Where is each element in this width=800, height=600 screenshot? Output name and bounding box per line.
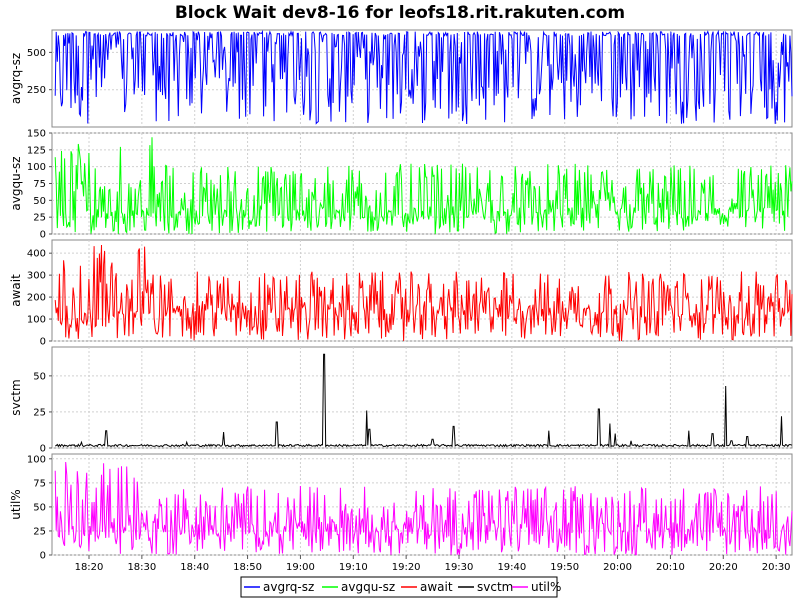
x-tick-label: 20:10 — [656, 562, 685, 573]
panel-avgrq-sz: 250 500 avgrq-sz — [9, 29, 793, 128]
x-tick-label: 18:40 — [180, 562, 209, 573]
y-tick-label: 0 — [40, 551, 46, 562]
y-tick-label: 500 — [27, 48, 46, 59]
panel-avgqu-sz: 0 25 50 75 100 125 150 avgqu-sz — [9, 129, 793, 241]
series-line-await — [54, 244, 793, 341]
x-tick-label: 19:00 — [286, 562, 315, 573]
y-tick-label: 300 — [27, 271, 46, 282]
y-tick-label: 250 — [27, 85, 46, 96]
x-tick-label: 19:50 — [550, 562, 579, 573]
y-tick-label: 50 — [33, 196, 46, 207]
series-line-util% — [54, 461, 793, 556]
x-tick-label: 19:30 — [445, 562, 474, 573]
y-tick-label: 100 — [27, 315, 46, 326]
legend-label-await: await — [420, 580, 453, 594]
y-tick-label: 0 — [40, 444, 46, 455]
series-line-avgrq-sz — [54, 29, 793, 125]
x-axis: 18:20 18:30 18:40 18:50 19:00 19:10 19:20 19:30… — [75, 555, 791, 573]
y-axis-label: avgqu-sz — [9, 156, 23, 210]
series-line-avgqu-sz — [54, 137, 793, 235]
panels: 250500avgrq-sz0255075100125150avgqu-sz01… — [9, 29, 793, 562]
y-tick-label: 25 — [33, 526, 46, 537]
x-tick-label: 18:20 — [75, 562, 104, 573]
y-tick-label: 200 — [27, 293, 46, 304]
y-tick-label: 100 — [27, 162, 46, 173]
x-tick-label: 18:30 — [127, 562, 156, 573]
chart-title: Block Wait dev8-16 for leofs18.rit.rakut… — [175, 3, 625, 23]
y-axis-label: avgrq-sz — [9, 53, 23, 104]
x-tick-label: 18:50 — [233, 562, 262, 573]
y-tick-label: 150 — [27, 129, 46, 140]
y-tick-label: 75 — [33, 478, 46, 489]
y-tick-label: 25 — [33, 213, 46, 224]
x-tick-label: 20:30 — [762, 562, 791, 573]
x-tick-label: 19:10 — [339, 562, 368, 573]
y-tick-label: 50 — [33, 502, 46, 513]
legend-label-avgqu-sz: avgqu-sz — [341, 580, 395, 594]
panel-await: 0 100 200 300 400 await — [9, 239, 793, 348]
y-tick-label: 75 — [33, 179, 46, 190]
series-line-svctm — [55, 353, 793, 449]
y-tick-label: 0 — [40, 337, 46, 348]
legend-label-util%: util% — [531, 580, 561, 594]
x-tick-label: 20:00 — [603, 562, 632, 573]
legend-label-avgrq-sz: avgrq-sz — [263, 580, 314, 594]
y-axis-label: util% — [9, 489, 23, 519]
legend-box — [240, 576, 558, 598]
y-tick-label: 25 — [33, 407, 46, 418]
y-axis-label: svctm — [9, 379, 23, 415]
y-tick-label: 100 — [27, 454, 46, 465]
y-tick-label: 125 — [27, 145, 46, 156]
x-tick-label: 19:40 — [497, 562, 526, 573]
y-axis-label: await — [9, 274, 23, 307]
y-tick-label: 400 — [27, 249, 46, 260]
panel-svctm: 0 25 50 svctm — [9, 346, 793, 455]
y-tick-label: 0 — [40, 230, 46, 241]
y-tick-label: 50 — [33, 371, 46, 382]
panel-frame — [51, 346, 793, 449]
panel-util%: 0 25 50 75 100 util% — [9, 453, 793, 562]
x-tick-label: 20:20 — [709, 562, 738, 573]
legend: avgrq-sz avgqu-sz await svctm util% — [240, 576, 561, 598]
legend-label-svctm: svctm — [477, 580, 513, 594]
x-tick-label: 19:20 — [392, 562, 421, 573]
